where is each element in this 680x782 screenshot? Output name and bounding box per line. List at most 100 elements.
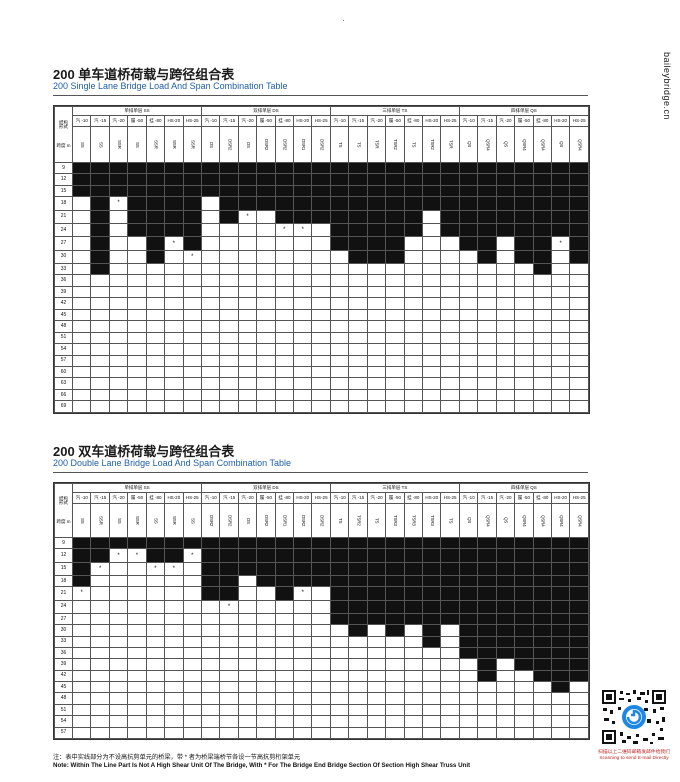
single-grid-cell [569, 377, 589, 390]
single-grid-cell [274, 184, 295, 198]
double-load-header: 履 -50 [514, 492, 534, 504]
single-corner-mid: 形式 [59, 124, 68, 130]
double-grid-cell [403, 574, 424, 588]
single-grid-cell [422, 173, 442, 186]
double-grid-cell [495, 692, 516, 705]
double-grid-cell [403, 692, 424, 705]
double-grid-cell [477, 561, 497, 576]
double-grid-cell [385, 599, 405, 614]
double-grid-cell [477, 599, 497, 614]
single-grid-cell [90, 196, 110, 211]
single-grid-cell [219, 173, 239, 186]
single-grid-cell [90, 263, 110, 276]
double-grid-cell [71, 658, 92, 671]
double-load-header: 汽 -20 [366, 492, 387, 504]
qr-caption: 扫描以上二维码邮箱发邮件给我们 Scanning to send E-mail … [593, 750, 675, 762]
double-span-row: 42 [54, 669, 589, 683]
double-grid-cell [274, 612, 295, 626]
double-grid-cell [440, 703, 460, 717]
single-grid-cell [145, 297, 166, 310]
single-grid-cell [550, 343, 571, 356]
single-grid-cell [348, 331, 368, 345]
single-grid-cell [127, 377, 147, 390]
double-grid-cell [366, 548, 387, 563]
double-grid-cell [311, 658, 331, 671]
single-grid-cell [90, 400, 110, 413]
single-grid-cell [329, 343, 350, 356]
double-grid-cell [348, 669, 368, 683]
double-grid-cell [311, 635, 331, 648]
single-grid-cell [366, 354, 387, 367]
double-grid-cell [256, 624, 276, 637]
single-grid-cell [145, 236, 166, 251]
single-grid-cell [127, 343, 147, 356]
single-grid-cell [422, 343, 442, 356]
single-grid-cell [108, 274, 129, 287]
double-load-header: 挂 -80 [532, 492, 552, 504]
single-grid-cell [514, 400, 534, 413]
single-corner-top: 结构 [59, 119, 68, 125]
double-grid-cell [145, 574, 166, 588]
single-grid-cell [200, 354, 221, 367]
single-grid-cell [256, 209, 276, 225]
double-load-header: HS-25 [569, 492, 589, 504]
qr-code-icon[interactable] [600, 688, 668, 746]
double-grid-cell [514, 612, 534, 626]
single-grid-cell [348, 400, 368, 413]
double-grid-cell [237, 635, 258, 648]
single-config-header: DS [237, 126, 258, 163]
single-grid-cell [440, 320, 460, 333]
single-grid-cell [569, 354, 589, 367]
single-grid-cell [90, 365, 110, 379]
double-config-header: DSR2 [311, 503, 331, 538]
double-grid-cell [422, 692, 442, 705]
single-grid-cell [385, 377, 405, 390]
single-grid-cell [458, 400, 479, 413]
double-grid-cell [532, 703, 552, 717]
double-grid-cell [90, 703, 110, 717]
single-grid-cell [569, 196, 589, 211]
single-config-header: SSR [108, 126, 129, 163]
double-grid-cell [348, 703, 368, 717]
double-grid-cell [403, 646, 424, 660]
single-config-header: DSR2 [274, 126, 295, 163]
double-corner-mid: 形式 [59, 500, 68, 506]
double-grid-cell [200, 692, 221, 705]
single-grid-cell [274, 196, 295, 211]
double-grid-cell [532, 586, 552, 601]
single-grid-cell [569, 365, 589, 379]
single-grid-cell [256, 400, 276, 413]
single-grid-cell [569, 222, 589, 238]
single-grid-cell [550, 249, 571, 265]
double-grid-cell [256, 669, 276, 683]
single-grid-cell [440, 388, 460, 402]
single-grid-cell [458, 184, 479, 198]
single-grid-cell [90, 285, 110, 299]
double-grid-cell [569, 536, 589, 550]
double-config-header: TSR3 [422, 503, 442, 538]
single-grid-cell [477, 343, 497, 356]
single-grid-cell [164, 308, 184, 322]
single-grid-cell [422, 365, 442, 379]
single-span-row: 60 [54, 365, 589, 379]
single-grid-cell [458, 173, 479, 186]
double-grid-cell [495, 624, 516, 637]
double-grid: 结构 形式 跨度 m 单排单层 SS 双排单层 DS 三排单层 TS 四排单层 QS 汽 -1… [54, 483, 589, 739]
single-grid-cell [458, 274, 479, 287]
single-grid-cell [348, 365, 368, 379]
double-grid-cell [385, 646, 405, 660]
double-grid-cell [219, 635, 239, 648]
single-grid-cell [71, 263, 92, 276]
double-grid-cell [403, 599, 424, 614]
double-grid-cell [127, 669, 147, 683]
double-config-header: SSR [164, 503, 184, 538]
single-grid-cell [329, 263, 350, 276]
double-grid-cell [127, 586, 147, 601]
double-grid-cell [348, 715, 368, 728]
double-load-header: 履 -50 [385, 492, 405, 504]
single-grid-cell [182, 184, 202, 198]
single-grid-cell [329, 400, 350, 413]
double-grid-cell [385, 574, 405, 588]
single-grid-cell [164, 400, 184, 413]
single-grid-cell [440, 285, 460, 299]
